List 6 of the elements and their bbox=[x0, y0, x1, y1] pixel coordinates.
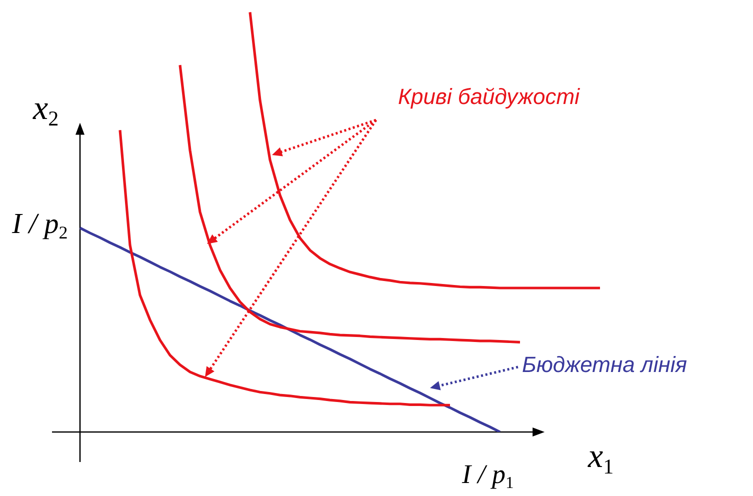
text: I / p$_{1}$ bbox=[462, 459, 514, 492]
text: I / p$_{2}$ bbox=[12, 208, 68, 242]
y-axis-title: x$_{2}$ bbox=[33, 90, 59, 130]
annotation: Криві байдужості bbox=[398, 84, 580, 109]
annotation: Бюджетна лінія bbox=[522, 352, 687, 377]
x-axis-title: x$_{1}$ bbox=[588, 438, 614, 478]
